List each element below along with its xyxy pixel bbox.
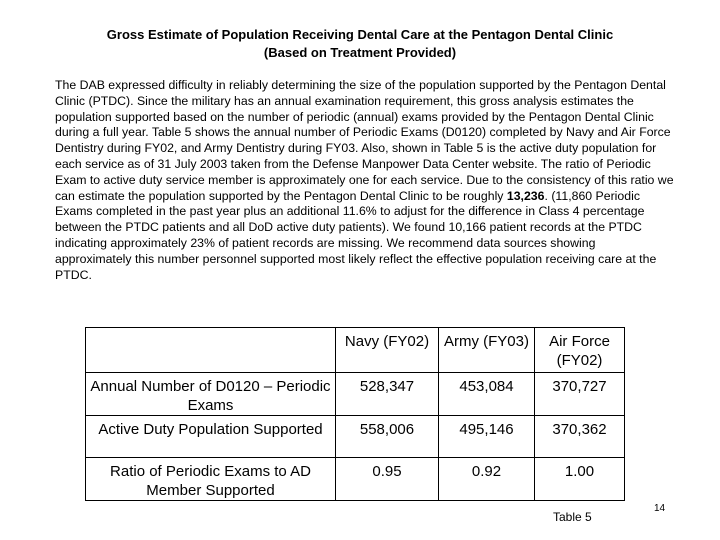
header-army: Army (FY03) <box>438 327 535 373</box>
table-row: Ratio of Periodic Exams to AD Member Sup… <box>85 457 625 501</box>
cell-navy: 528,347 <box>335 372 439 416</box>
row-label: Annual Number of D0120 – Periodic Exams <box>85 372 336 416</box>
header-empty-cell <box>85 327 336 373</box>
table-row: Annual Number of D0120 – Periodic Exams … <box>85 372 625 416</box>
cell-army: 495,146 <box>438 415 535 458</box>
exam-ratio-table: Navy (FY02) Army (FY03) Air Force (FY02)… <box>85 327 625 501</box>
row-label: Ratio of Periodic Exams to AD Member Sup… <box>85 457 336 501</box>
body-paragraph: The DAB expressed difficulty in reliably… <box>55 78 675 283</box>
table-header-row: Navy (FY02) Army (FY03) Air Force (FY02) <box>85 327 625 373</box>
title-line-1: Gross Estimate of Population Receiving D… <box>106 27 614 42</box>
paragraph-text-before: The DAB expressed difficulty in reliably… <box>55 78 674 203</box>
cell-air-force: 1.00 <box>534 457 625 501</box>
cell-army: 0.92 <box>438 457 535 501</box>
page-number: 14 <box>654 503 666 514</box>
header-navy: Navy (FY02) <box>335 327 439 373</box>
header-air-force: Air Force (FY02) <box>534 327 625 373</box>
table-row: Active Duty Population Supported 558,006… <box>85 415 625 458</box>
cell-navy: 558,006 <box>335 415 439 458</box>
cell-air-force: 370,362 <box>534 415 625 458</box>
slide-title: Gross Estimate of Population Receiving D… <box>0 26 720 62</box>
population-estimate: 13,236 <box>506 188 545 203</box>
table-caption: Table 5 <box>553 510 592 524</box>
paragraph-text-after: . (11,860 Periodic Exams completed in th… <box>55 188 657 282</box>
cell-air-force: 370,727 <box>534 372 625 416</box>
cell-army: 453,084 <box>438 372 535 416</box>
row-label: Active Duty Population Supported <box>85 415 336 458</box>
title-line-2: (Based on Treatment Provided) <box>263 45 457 60</box>
cell-navy: 0.95 <box>335 457 439 501</box>
